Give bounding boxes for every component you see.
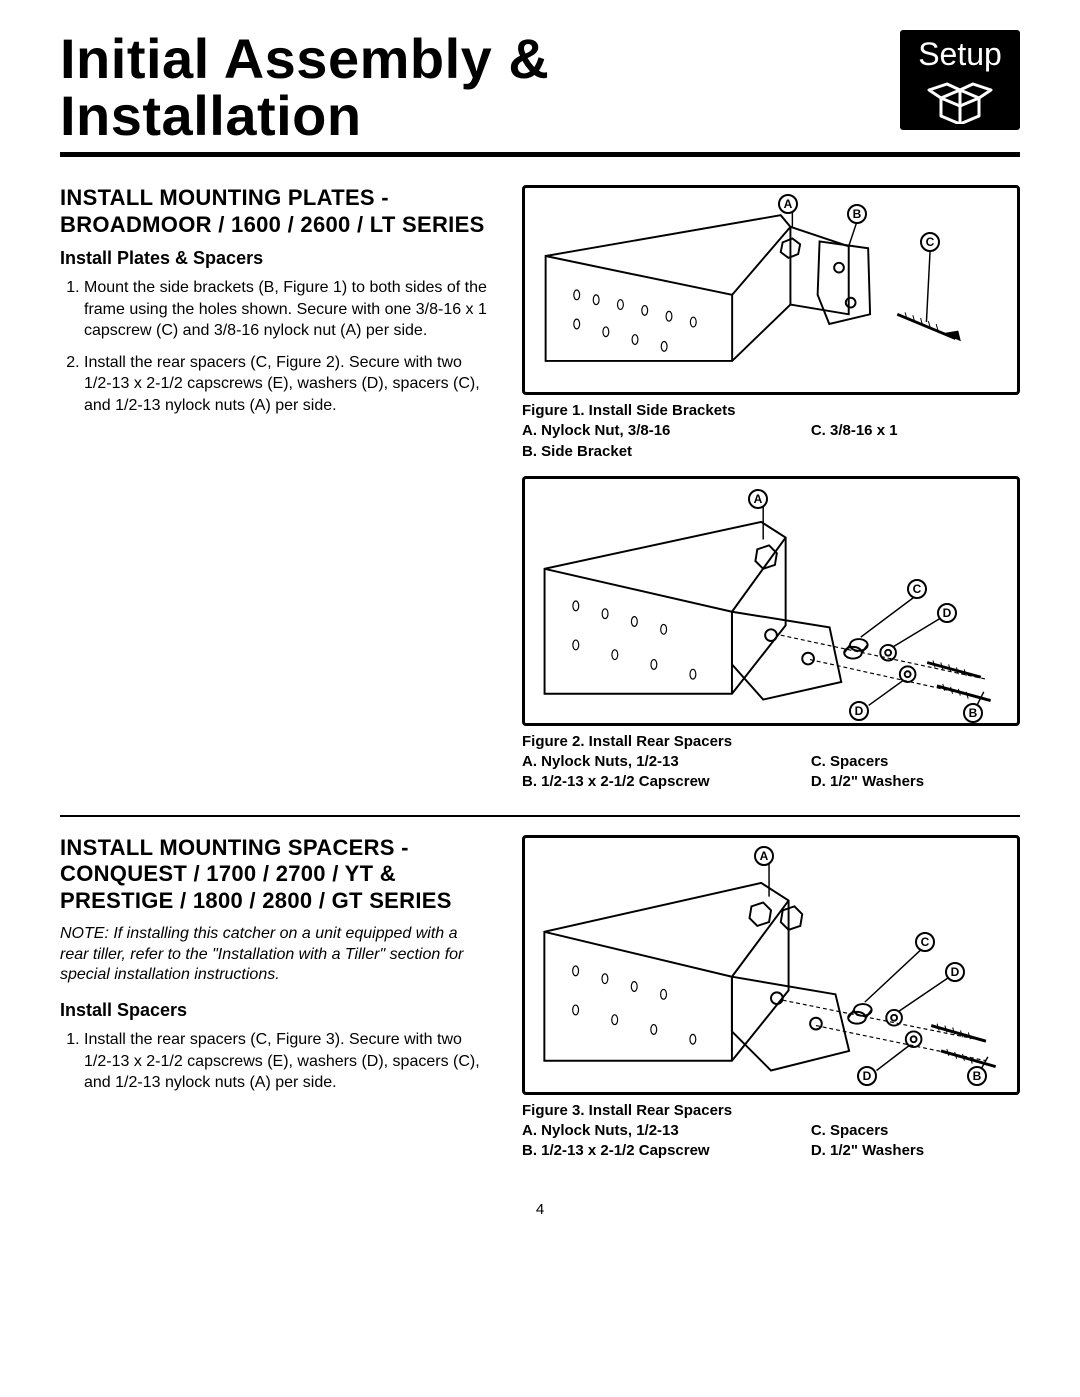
figure-2-box: A C D D B <box>522 476 1020 726</box>
callout-A: A <box>748 489 768 509</box>
list-item: Install the rear spacers (C, Figure 2). … <box>84 352 490 417</box>
callout-D: D <box>849 701 869 721</box>
callout-C: C <box>915 932 935 952</box>
figure-1-box: A B C <box>522 185 1020 395</box>
title-block: Initial Assembly & Installation <box>60 30 549 144</box>
figure-1-caption: Figure 1. Install Side Brackets A. Nyloc… <box>522 401 1020 462</box>
fig2-A: A. Nylock Nuts, 1/2-13 <box>522 753 679 770</box>
page-header: Initial Assembly & Installation Setup <box>60 30 1020 157</box>
fig2-title: Figure 2. Install Rear Spacers <box>522 733 732 750</box>
fig2-B: B. 1/2-13 x 2-1/2 Capscrew <box>522 773 710 790</box>
callout-C: C <box>907 579 927 599</box>
section-b-steps: Install the rear spacers (C, Figure 3). … <box>60 1029 490 1094</box>
callout-B: B <box>967 1066 987 1086</box>
list-item: Install the rear spacers (C, Figure 3). … <box>84 1029 490 1094</box>
box-open-icon <box>925 76 995 124</box>
section-b-sub: Install Spacers <box>60 1000 490 1021</box>
section-a-sub: Install Plates & Spacers <box>60 248 490 269</box>
list-item: Mount the side brackets (B, Figure 1) to… <box>84 277 490 342</box>
callout-D: D <box>937 603 957 623</box>
figure-3-caption: Figure 3. Install Rear Spacers A. Nylock… <box>522 1101 1020 1162</box>
fig1-C: C. 3/8-16 x 1 <box>811 422 898 439</box>
section-b-heading: INSTALL MOUNTING SPACERS - CONQUEST / 17… <box>60 835 490 914</box>
callout-B: B <box>963 703 983 723</box>
callout-D: D <box>945 962 965 982</box>
section-b-note: NOTE: If installing this catcher on a un… <box>60 924 490 986</box>
figure-2-caption: Figure 2. Install Rear Spacers A. Nylock… <box>522 732 1020 793</box>
fig2-D: D. 1/2" Washers <box>811 773 924 790</box>
main-title-line2: Installation <box>60 87 549 144</box>
fig2-C: C. Spacers <box>811 753 889 770</box>
section-a-steps: Mount the side brackets (B, Figure 1) to… <box>60 277 490 417</box>
fig3-C: C. Spacers <box>811 1122 889 1139</box>
page-number: 4 <box>60 1201 1020 1218</box>
fig3-A: A. Nylock Nuts, 1/2-13 <box>522 1122 679 1139</box>
fig1-A: A. Nylock Nut, 3/8-16 <box>522 422 670 439</box>
setup-badge: Setup <box>900 30 1020 130</box>
section-divider <box>60 815 1020 817</box>
callout-A: A <box>754 846 774 866</box>
figure-3-box: A C D D B <box>522 835 1020 1095</box>
callout-D: D <box>857 1066 877 1086</box>
section-a-heading: INSTALL MOUNTING PLATES - BROADMOOR / 16… <box>60 185 490 238</box>
main-title-line1: Initial Assembly & <box>60 30 549 87</box>
fig1-B: B. Side Bracket <box>522 443 632 460</box>
section-install-plates: INSTALL MOUNTING PLATES - BROADMOOR / 16… <box>60 185 1020 1161</box>
fig3-title: Figure 3. Install Rear Spacers <box>522 1102 732 1119</box>
fig3-B: B. 1/2-13 x 2-1/2 Capscrew <box>522 1142 710 1159</box>
fig1-title: Figure 1. Install Side Brackets <box>522 402 735 419</box>
setup-label: Setup <box>904 38 1016 70</box>
fig3-D: D. 1/2" Washers <box>811 1142 924 1159</box>
